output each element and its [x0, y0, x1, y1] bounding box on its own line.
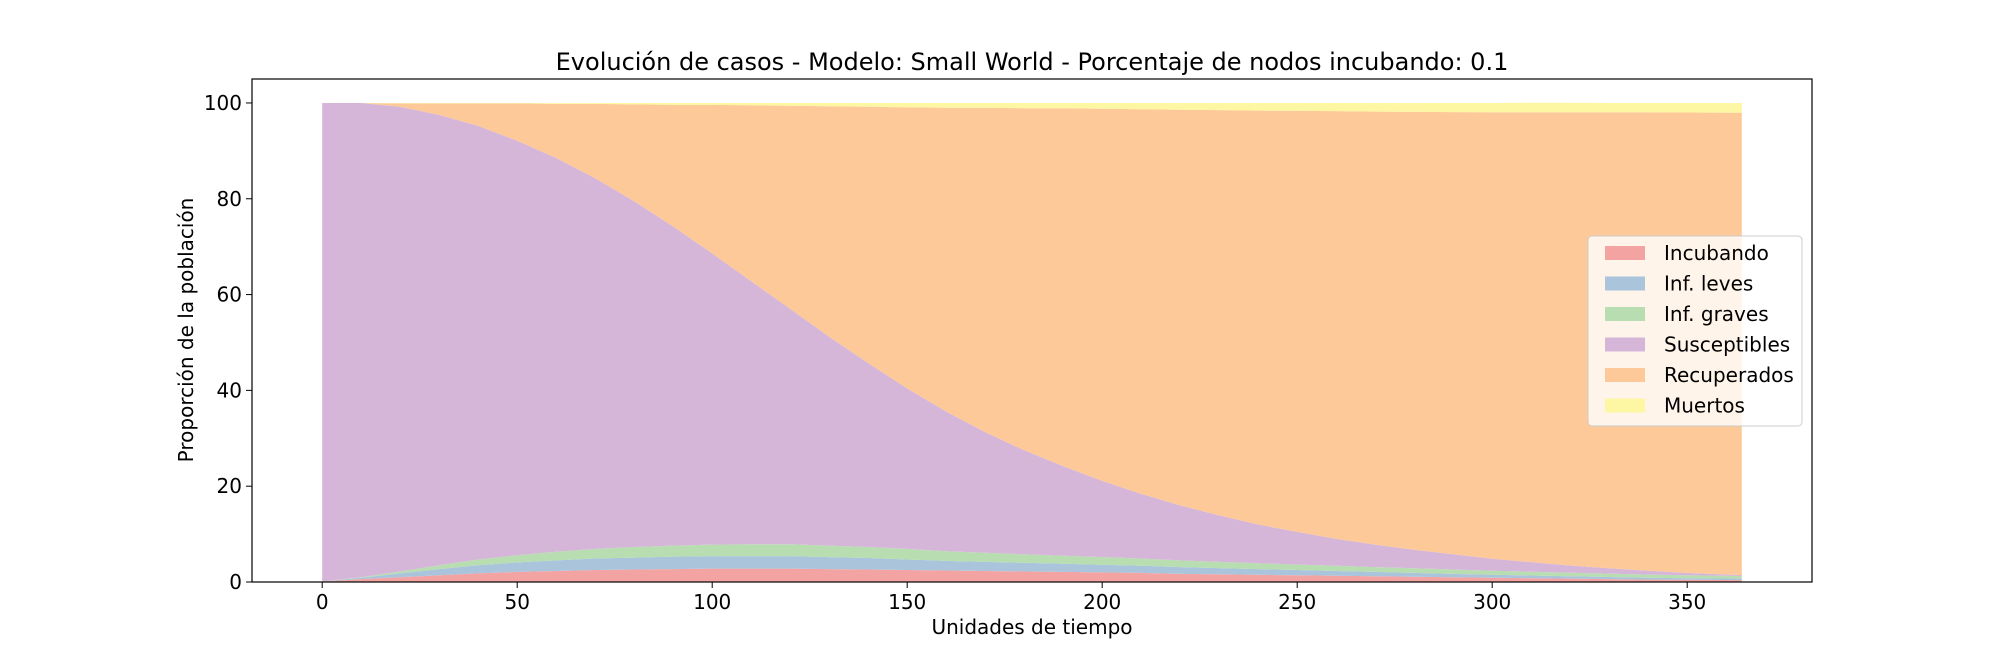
y-tick-label: 0: [229, 570, 242, 594]
legend-label-inf-graves: Inf. graves: [1664, 302, 1769, 326]
legend: Incubando Inf. leves Inf. graves Susceptibl…: [1587, 235, 1803, 427]
x-axis-ticks: 0 50 100 150 200 250 300 350: [316, 582, 1706, 614]
area-series-group: [322, 102, 1742, 582]
legend-label-inf-leves: Inf. leves: [1664, 272, 1753, 296]
area-inf-graves: [322, 544, 1742, 582]
y-tick-label: 60: [217, 283, 242, 307]
x-tick-label: 100: [693, 590, 731, 614]
x-tick-label: 250: [1278, 590, 1316, 614]
legend-label-incubando: Incubando: [1664, 241, 1769, 265]
area-muertos: [322, 102, 1742, 113]
y-tick-label: 20: [217, 474, 242, 498]
x-tick-label: 200: [1083, 590, 1121, 614]
chart-title: Evolución de casos - Modelo: Small World…: [556, 48, 1509, 76]
x-axis-label: Unidades de tiempo: [931, 615, 1132, 639]
legend-label-muertos: Muertos: [1664, 394, 1745, 418]
y-axis-label: Proporción de la población: [174, 198, 198, 463]
y-axis-ticks: 0 20 40 60 80 100: [204, 91, 252, 594]
legend-swatch-susceptibles: [1605, 337, 1645, 352]
y-tick-label: 80: [217, 187, 242, 211]
x-tick-label: 0: [316, 590, 329, 614]
legend-label-recuperados: Recuperados: [1664, 363, 1794, 387]
y-tick-label: 100: [204, 91, 242, 115]
legend-swatch-inf-leves: [1605, 276, 1645, 291]
x-tick-label: 50: [504, 590, 529, 614]
plot-frame: [251, 78, 1813, 583]
legend-swatch-incubando: [1605, 246, 1645, 260]
area-recuperados: [322, 103, 1742, 576]
legend-swatch-muertos: [1605, 398, 1645, 413]
legend-label-susceptibles: Susceptibles: [1664, 333, 1790, 357]
area-inf-leves: [322, 556, 1742, 582]
area-incubando: [322, 568, 1742, 582]
area-susceptibles: [322, 103, 1742, 582]
y-tick-label: 40: [217, 378, 242, 402]
x-tick-label: 300: [1473, 590, 1511, 614]
legend-swatch-recuperados: [1605, 368, 1645, 382]
x-tick-label: 150: [888, 590, 926, 614]
x-tick-label: 350: [1668, 590, 1706, 614]
legend-swatch-inf-graves: [1605, 307, 1645, 321]
